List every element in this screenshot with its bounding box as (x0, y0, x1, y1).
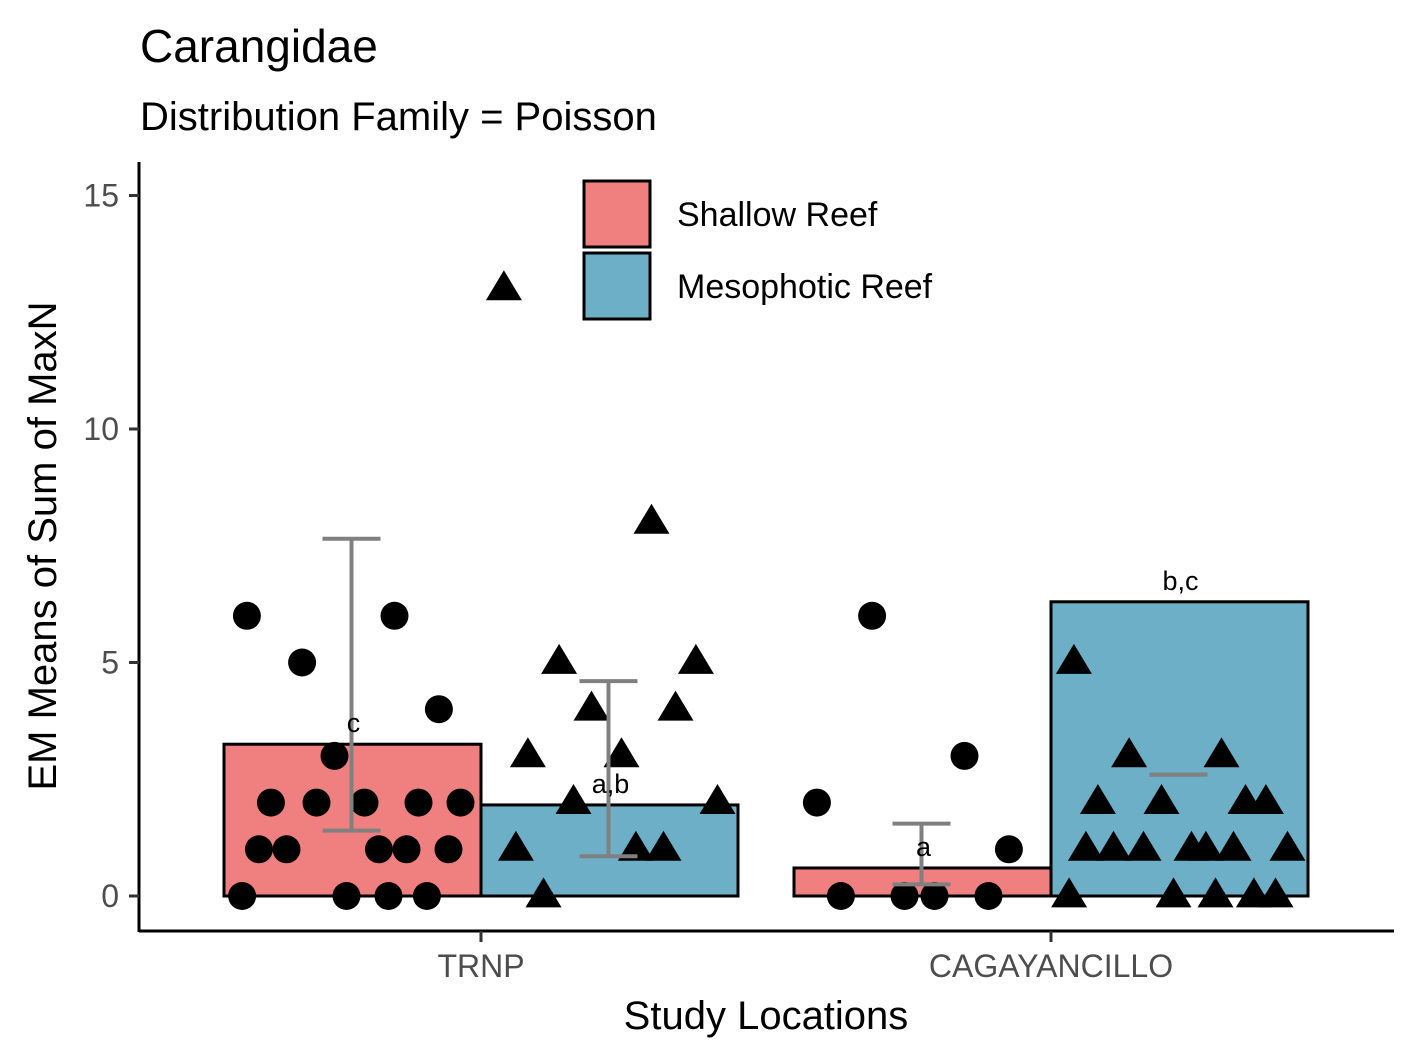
legend-swatch-shallow-reef (582, 179, 652, 249)
data-point (555, 784, 592, 814)
data-point (320, 741, 349, 770)
data-point (332, 882, 361, 910)
data-point (699, 784, 736, 814)
data-point (645, 830, 682, 861)
data-point (288, 648, 317, 677)
x-tick-label: CAGAYANCILLO (929, 948, 1173, 984)
data-point (424, 695, 453, 724)
points-layer (228, 270, 1306, 910)
data-point (1155, 877, 1192, 908)
data-point (1051, 877, 1088, 908)
data-point (1215, 830, 1252, 861)
significance-label: a,b (592, 769, 630, 799)
data-point (890, 882, 919, 910)
legend-label-mesophotic-reef: Mesophotic Reef (677, 268, 933, 306)
data-point (232, 601, 261, 630)
data-point (1203, 737, 1240, 768)
data-point (677, 643, 714, 674)
data-point (364, 835, 393, 864)
data-point (350, 788, 379, 817)
data-point (404, 788, 433, 817)
y-tick-label: 0 (101, 878, 119, 914)
data-point (1095, 830, 1132, 861)
significance-label: a (916, 832, 932, 862)
data-point (380, 601, 409, 630)
y-axis-title: EM Means of Sum of MaxN (21, 301, 65, 790)
data-point (920, 882, 949, 910)
data-point (802, 788, 831, 817)
x-axis-title: Study Locations (624, 994, 909, 1038)
data-point (302, 788, 331, 817)
data-point (1055, 643, 1092, 674)
data-point (1197, 877, 1234, 908)
y-tick-label: 10 (83, 411, 119, 447)
data-point (1111, 737, 1148, 768)
data-point (1269, 830, 1306, 861)
data-point (657, 690, 694, 721)
data-point (256, 788, 285, 817)
legend: Shallow Reef Mesophotic Reef (582, 179, 933, 321)
data-point (509, 737, 546, 768)
data-point (228, 882, 257, 910)
data-point (392, 835, 421, 864)
data-point (1079, 784, 1116, 814)
data-point (1235, 877, 1272, 908)
y-tick-label: 15 (83, 178, 119, 214)
data-point (497, 830, 534, 861)
data-point (525, 877, 562, 908)
data-point (1143, 784, 1180, 814)
data-point (1227, 784, 1264, 814)
data-point (434, 835, 463, 864)
data-point (446, 788, 475, 817)
data-point (994, 835, 1023, 864)
data-point (826, 882, 855, 910)
data-point (1187, 830, 1224, 861)
data-point (603, 737, 640, 768)
y-axis-ticks: 0 5 10 15 (83, 178, 139, 914)
chart-subtitle: Distribution Family = Poisson (140, 95, 657, 139)
x-axis-ticks: TRNP CAGAYANCILLO (437, 931, 1173, 984)
y-tick-label: 5 (101, 645, 119, 681)
data-point (485, 270, 522, 301)
significance-labels-layer: c a,b a b,c (347, 566, 1199, 862)
data-point (858, 601, 887, 630)
x-tick-label: TRNP (437, 948, 524, 984)
chart-title: Carangidae (140, 20, 378, 72)
legend-label-shallow-reef: Shallow Reef (677, 196, 878, 234)
legend-swatch-mesophotic-reef (582, 251, 652, 321)
data-point (573, 690, 610, 721)
data-point (541, 643, 578, 674)
data-point (412, 882, 441, 910)
data-point (633, 503, 670, 534)
data-point (1067, 830, 1104, 861)
data-point (1125, 830, 1162, 861)
data-point (950, 741, 979, 770)
significance-label: b,c (1162, 566, 1198, 596)
data-point (974, 882, 1003, 910)
data-point (374, 882, 403, 910)
data-point (244, 835, 273, 864)
data-point (617, 830, 654, 861)
data-point (272, 835, 301, 864)
significance-label: c (347, 708, 361, 738)
error-bars-layer (322, 536, 1208, 887)
